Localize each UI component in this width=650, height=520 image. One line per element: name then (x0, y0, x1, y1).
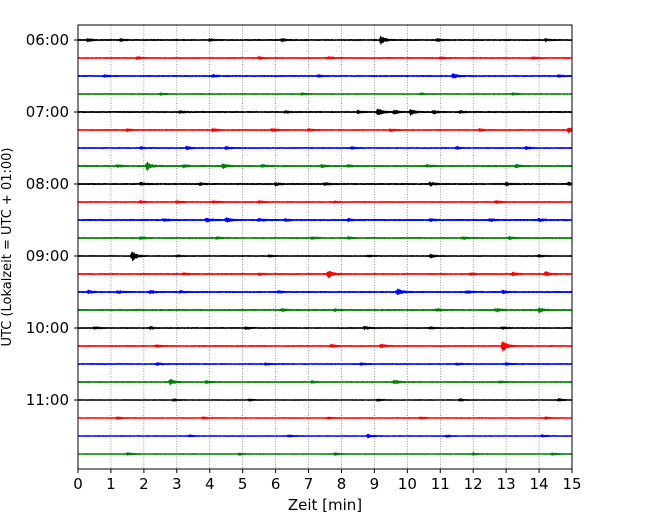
trace-row-10 (77, 217, 573, 223)
seismic-traces (77, 35, 573, 456)
y-tick-label: 06:00 (26, 31, 69, 49)
x-tick-label: 15 (562, 475, 581, 493)
y-tick-label: 11:00 (26, 391, 69, 409)
trace-row-1 (77, 56, 573, 60)
trace-row-12 (77, 251, 573, 262)
x-grid (110, 25, 540, 469)
plot-area (78, 25, 572, 469)
x-tick-label: 5 (238, 475, 248, 493)
x-tick-label: 13 (497, 475, 516, 493)
trace-row-8 (77, 181, 573, 187)
x-tick-label: 1 (106, 475, 116, 493)
x-tick-label: 8 (337, 475, 347, 493)
trace-row-0 (77, 35, 573, 45)
trace-row-18 (77, 362, 573, 366)
y-axis: 06:00 07:00 08:00 09:00 10:00 11:00 (26, 31, 78, 409)
x-axis-label: Zeit [min] (288, 496, 362, 514)
y-tick-label: 07:00 (26, 103, 69, 121)
x-tick-label: 3 (172, 475, 182, 493)
trace-row-5 (77, 127, 573, 134)
plot-frame (77, 24, 573, 470)
trace-row-16 (77, 325, 573, 331)
y-axis-label: UTC (Lokalzeit = UTC + 01:00) (0, 148, 15, 347)
trace-row-20 (77, 398, 573, 402)
x-tick-label: 6 (271, 475, 281, 493)
y-tick-label: 10:00 (26, 319, 69, 337)
y-tick-label: 08:00 (26, 175, 69, 193)
x-axis: 0 1 2 3 4 5 6 7 8 9 10 11 12 13 14 15 (73, 469, 582, 493)
x-tick-label: 0 (73, 475, 83, 493)
trace-row-14 (77, 288, 573, 295)
trace-row-6 (77, 145, 573, 151)
x-tick-label: 14 (530, 475, 549, 493)
trace-row-4 (77, 108, 573, 116)
trace-row-7 (77, 161, 573, 171)
trace-row-11 (77, 235, 573, 241)
trace-row-19 (77, 379, 573, 386)
trace-row-17 (77, 341, 573, 352)
x-tick-label: 2 (139, 475, 149, 493)
trace-row-9 (77, 200, 573, 205)
x-tick-label: 11 (431, 475, 450, 493)
y-tick-label: 09:00 (26, 247, 69, 265)
trace-row-15 (77, 307, 573, 314)
trace-row-22 (77, 433, 573, 439)
trace-row-3 (77, 92, 573, 96)
x-tick-label: 12 (464, 475, 483, 493)
x-tick-label: 4 (205, 475, 215, 493)
x-tick-label: 9 (370, 475, 380, 493)
x-tick-label: 10 (398, 475, 417, 493)
trace-row-13 (77, 270, 573, 279)
trace-row-21 (77, 416, 573, 420)
x-tick-label: 7 (304, 475, 314, 493)
trace-row-2 (77, 73, 573, 79)
trace-row-23 (77, 452, 573, 456)
